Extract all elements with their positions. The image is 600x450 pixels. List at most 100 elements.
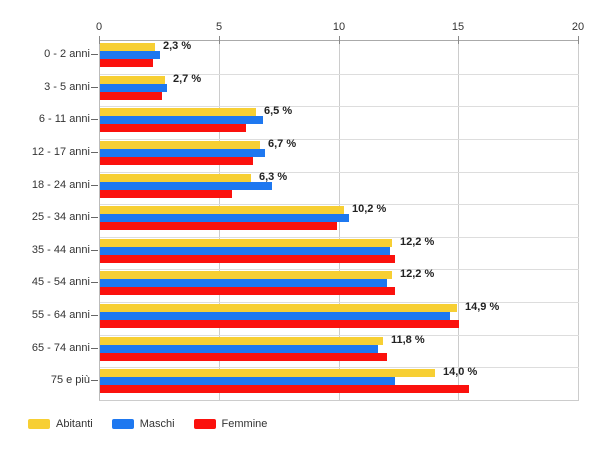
category-separator	[100, 204, 579, 205]
bar-abitanti-9[interactable]	[100, 304, 457, 312]
bar-maschi-4[interactable]	[100, 149, 265, 157]
bar-abitanti-5[interactable]	[100, 174, 251, 182]
category-label: 12 - 17 anni	[31, 146, 90, 158]
bar-maschi-2[interactable]	[100, 84, 167, 92]
bar-value-label: 6,5 %	[264, 105, 293, 117]
y-axis-tick	[91, 250, 98, 251]
y-axis-tick	[91, 217, 98, 218]
bar-value-label: 6,7 %	[268, 138, 297, 150]
bar-abitanti-3[interactable]	[100, 108, 256, 116]
category-label: 65 - 74 anni	[31, 342, 90, 354]
bar-value-label: 12,2 %	[400, 236, 435, 248]
bar-value-label: 14,9 %	[465, 301, 500, 313]
legend-swatch-maschi	[111, 419, 134, 429]
bar-femmine-8[interactable]	[100, 287, 395, 295]
x-axis-tick-0	[99, 36, 100, 44]
bar-value-label: 2,3 %	[163, 40, 192, 52]
bar-maschi-10[interactable]	[100, 345, 378, 353]
bar-femmine-7[interactable]	[100, 255, 395, 263]
bar-abitanti-8[interactable]	[100, 271, 392, 279]
bar-maschi-9[interactable]	[100, 312, 450, 320]
bar-value-label: 11,8 %	[391, 334, 425, 346]
legend: Abitanti Maschi Femmine	[28, 418, 286, 430]
y-axis-tick	[91, 315, 98, 316]
y-axis-tick	[91, 282, 98, 283]
bar-maschi-1[interactable]	[100, 51, 160, 59]
y-axis-tick	[91, 380, 98, 381]
category-separator	[100, 367, 579, 368]
x-axis-tick-15	[458, 36, 459, 44]
legend-label: Maschi	[139, 418, 175, 430]
bar-femmine-5[interactable]	[100, 190, 232, 198]
bar-abitanti-6[interactable]	[100, 206, 344, 214]
category-separator	[100, 74, 579, 75]
category-separator	[100, 302, 579, 303]
bar-maschi-5[interactable]	[100, 182, 272, 190]
x-axis-tick-label: 15	[451, 21, 465, 33]
bar-abitanti-10[interactable]	[100, 337, 383, 345]
bar-femmine-2[interactable]	[100, 92, 162, 100]
x-axis-tick-10	[339, 36, 340, 44]
bar-maschi-7[interactable]	[100, 247, 390, 255]
bar-femmine-1[interactable]	[100, 59, 153, 67]
category-label: 6 - 11 anni	[38, 113, 90, 125]
legend-item-femmine[interactable]: Femmine	[193, 418, 274, 430]
category-label: 55 - 64 anni	[31, 309, 90, 321]
category-separator	[100, 237, 579, 238]
bar-value-label: 12,2 %	[400, 268, 435, 280]
bar-abitanti-4[interactable]	[100, 141, 260, 149]
category-label: 75 e più	[50, 374, 90, 386]
bar-abitanti-2[interactable]	[100, 76, 165, 84]
category-label: 25 - 34 anni	[31, 211, 90, 223]
bar-value-label: 10,2 %	[352, 203, 387, 215]
bar-value-label: 6,3 %	[259, 171, 288, 183]
category-separator	[100, 106, 579, 107]
x-axis-tick-label: 5	[215, 21, 223, 33]
y-axis-tick	[91, 87, 98, 88]
plot-area: 2,3 % 2,7 % 6,5 % 6,7 % 6,3 % 10,2 % 12,2 % 12,…	[99, 40, 579, 401]
bar-femmine-10[interactable]	[100, 353, 387, 361]
bar-femmine-11[interactable]	[100, 385, 469, 393]
legend-label: Abitanti	[56, 418, 93, 430]
bar-femmine-6[interactable]	[100, 222, 337, 230]
category-label: 35 - 44 anni	[31, 244, 90, 256]
bar-value-label: 14,0 %	[443, 366, 478, 378]
bar-maschi-11[interactable]	[100, 377, 395, 385]
y-axis-tick	[91, 348, 98, 349]
legend-item-maschi[interactable]: Maschi	[111, 418, 181, 430]
x-axis-tick-20	[578, 36, 579, 44]
y-axis-tick	[91, 54, 98, 55]
y-axis-tick	[91, 152, 98, 153]
legend-swatch-femmine	[193, 419, 216, 429]
bar-abitanti-7[interactable]	[100, 239, 392, 247]
category-separator	[100, 335, 579, 336]
bar-maschi-3[interactable]	[100, 116, 263, 124]
category-label: 3 - 5 anni	[44, 81, 90, 93]
bar-maschi-8[interactable]	[100, 279, 387, 287]
y-axis-tick	[91, 119, 98, 120]
category-separator	[100, 172, 579, 173]
legend-label: Femmine	[221, 418, 268, 430]
bar-femmine-9[interactable]	[100, 320, 459, 328]
category-label: 0 - 2 anni	[44, 48, 90, 60]
bar-value-label: 2,7 %	[173, 73, 202, 85]
x-axis-tick-label: 0	[95, 21, 103, 33]
gridline-x-15	[458, 41, 459, 400]
gridline-x-20	[578, 41, 579, 400]
y-axis-tick	[91, 185, 98, 186]
x-axis-tick-label: 20	[571, 21, 585, 33]
bar-abitanti-1[interactable]	[100, 43, 155, 51]
category-label: 45 - 54 anni	[31, 276, 90, 288]
x-axis-tick-label: 10	[332, 21, 346, 33]
bar-femmine-3[interactable]	[100, 124, 246, 132]
category-separator	[100, 139, 579, 140]
bar-abitanti-11[interactable]	[100, 369, 435, 377]
x-axis-tick-5	[219, 36, 220, 44]
legend-swatch-abitanti	[28, 419, 50, 429]
bar-femmine-4[interactable]	[100, 157, 253, 165]
category-separator	[100, 269, 579, 270]
legend-item-abitanti[interactable]: Abitanti	[28, 418, 99, 430]
category-label: 18 - 24 anni	[31, 179, 90, 191]
bar-maschi-6[interactable]	[100, 214, 349, 222]
